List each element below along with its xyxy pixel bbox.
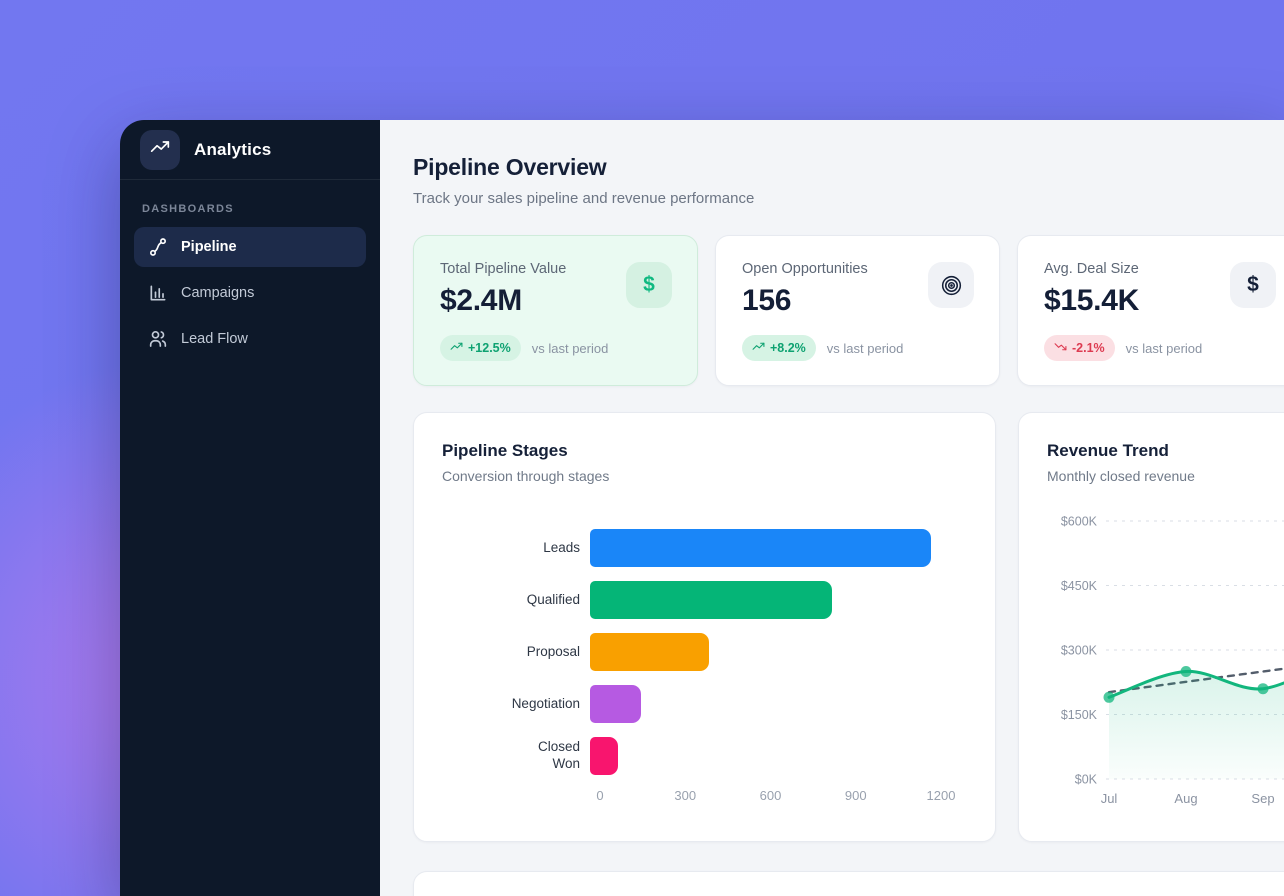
revenue-trend-chart: $0K $150K $300K $450K $600K Jul Aug Sep <box>1047 511 1284 811</box>
kpi-footer: -2.1% vs last period <box>1044 335 1275 361</box>
trending-up-icon <box>752 340 765 356</box>
sidebar-item-label: Lead Flow <box>181 331 248 347</box>
sidebar-item-campaigns[interactable]: Campaigns <box>134 273 366 313</box>
x-axis-tick: 600 <box>759 788 782 803</box>
funnel-bar-proposal[interactable] <box>590 633 710 671</box>
kpi-card-total-pipeline-value: Total Pipeline Value $2.4M +12.5% vs las… <box>413 235 698 386</box>
kpi-label: Total Pipeline Value <box>440 261 567 277</box>
funnel-bar-leads[interactable] <box>590 529 931 567</box>
sidebar-item-pipeline[interactable]: Pipeline <box>134 227 366 267</box>
kpi-change-value: -2.1% <box>1072 341 1105 355</box>
data-point-Jul[interactable] <box>1103 691 1115 703</box>
funnel-row: Qualified <box>442 574 967 626</box>
pipeline-stages-x-axis: 0 300 600 900 1200 <box>596 788 955 808</box>
revenue-trend-svg: $0K $150K $300K $450K $600K Jul Aug Sep <box>1061 515 1284 806</box>
kpi-value: $2.4M <box>440 284 522 317</box>
bottom-card-partial <box>413 871 1284 896</box>
revenue-line <box>1107 669 1284 699</box>
page-title: Pipeline Overview <box>413 154 607 180</box>
funnel-row: Proposal <box>442 626 967 678</box>
dollar-icon: $ <box>1230 262 1276 308</box>
trending-up-icon <box>150 137 170 162</box>
x-axis-tick: Sep <box>1251 791 1274 806</box>
funnel-category-label: Negotiation <box>511 695 580 711</box>
kpi-change-value: +8.2% <box>770 341 806 355</box>
charts-row: Pipeline Stages Conversion through stage… <box>413 412 1284 842</box>
kpi-change-badge: -2.1% <box>1044 335 1115 361</box>
kpi-change-badge: +12.5% <box>440 335 521 361</box>
funnel-row: Closed Won <box>442 730 967 782</box>
x-axis-tick: 300 <box>674 788 697 803</box>
dollar-icon: $ <box>626 262 672 308</box>
kpi-value: 156 <box>742 284 792 317</box>
kpi-footer: +8.2% vs last period <box>742 335 973 361</box>
sidebar-item-lead-flow[interactable]: Lead Flow <box>134 319 366 359</box>
y-axis-tick: $300K <box>1061 644 1098 658</box>
funnel-bar-track <box>590 633 931 671</box>
x-axis-tick: 1200 <box>926 788 956 803</box>
bar-chart-icon <box>148 283 168 303</box>
app-logo <box>140 129 180 170</box>
app-logo-row: Analytics <box>120 120 380 180</box>
funnel-category-label: Qualified <box>526 591 580 607</box>
kpi-change-badge: +8.2% <box>742 335 816 361</box>
funnel-bar-track <box>590 737 931 775</box>
revenue-area-fill <box>1109 671 1284 779</box>
y-axis-tick: $450K <box>1061 579 1098 593</box>
app-name: Analytics <box>194 139 272 159</box>
y-axis-tick: $600K <box>1061 515 1098 529</box>
users-icon <box>148 329 168 349</box>
chart-title: Pipeline Stages <box>442 441 568 460</box>
data-point-Sep[interactable] <box>1257 683 1269 695</box>
page-subtitle: Track your sales pipeline and revenue pe… <box>413 190 755 207</box>
kpi-row: Total Pipeline Value $2.4M +12.5% vs las… <box>413 235 1284 386</box>
kpi-footer: +12.5% vs last period <box>440 335 671 361</box>
main-content: Pipeline Overview Track your sales pipel… <box>380 120 1284 896</box>
x-axis-tick: Aug <box>1174 791 1197 806</box>
kpi-change-value: +12.5% <box>468 341 511 355</box>
funnel-bar-track <box>590 529 931 567</box>
pipeline-stages-chart: Leads Qualified Proposal Negotiation Closed W… <box>442 522 967 782</box>
data-point-Aug[interactable] <box>1180 666 1192 677</box>
revenue-trend-card: Revenue Trend Monthly closed revenue $0K… <box>1018 412 1284 842</box>
sidebar-nav: Pipeline Campaigns Lead Flow <box>120 227 380 359</box>
funnel-category-label: Leads <box>543 539 580 555</box>
y-axis-tick: $0K <box>1075 773 1098 787</box>
sidebar: Analytics DASHBOARDS Pipeline Campaigns … <box>120 120 380 896</box>
funnel-bar-negotiation[interactable] <box>590 685 642 723</box>
x-axis-tick: 900 <box>844 788 867 803</box>
kpi-note: vs last period <box>1125 340 1203 356</box>
funnel-bar-track <box>590 685 931 723</box>
app-window: Analytics DASHBOARDS Pipeline Campaigns … <box>120 120 1284 896</box>
target-icon <box>928 262 974 308</box>
funnel-bar-closed-won[interactable] <box>590 737 619 775</box>
x-axis-tick: 0 <box>596 788 604 803</box>
sidebar-section-label: DASHBOARDS <box>142 203 234 215</box>
kpi-label: Avg. Deal Size <box>1044 261 1139 277</box>
funnel-bar-qualified[interactable] <box>590 581 832 619</box>
kpi-note: vs last period <box>826 340 904 356</box>
kpi-value: $15.4K <box>1044 284 1139 317</box>
kpi-card-open-opportunities: Open Opportunities 156 +8.2% vs last per… <box>715 235 1000 386</box>
kpi-card-avg-deal-size: Avg. Deal Size $15.4K -2.1% vs last peri… <box>1017 235 1284 386</box>
sidebar-item-label: Pipeline <box>181 239 237 255</box>
funnel-row: Negotiation <box>442 678 967 730</box>
chart-subtitle: Monthly closed revenue <box>1047 468 1195 484</box>
trending-up-icon <box>450 340 463 356</box>
chart-title: Revenue Trend <box>1047 441 1169 460</box>
sidebar-item-label: Campaigns <box>181 285 255 301</box>
funnel-bar-track <box>590 581 931 619</box>
chart-subtitle: Conversion through stages <box>442 468 610 484</box>
pipeline-stages-card: Pipeline Stages Conversion through stage… <box>413 412 996 842</box>
x-axis-tick: Jul <box>1101 791 1118 806</box>
kpi-note: vs last period <box>531 340 609 356</box>
kpi-label: Open Opportunities <box>742 261 868 277</box>
trending-down-icon <box>1054 340 1067 356</box>
funnel-row: Leads <box>442 522 967 574</box>
funnel-category-label: Proposal <box>526 643 580 659</box>
funnel-category-label: Closed Won <box>537 739 580 771</box>
y-axis-tick: $150K <box>1061 708 1098 722</box>
waypoints-icon <box>148 237 168 257</box>
